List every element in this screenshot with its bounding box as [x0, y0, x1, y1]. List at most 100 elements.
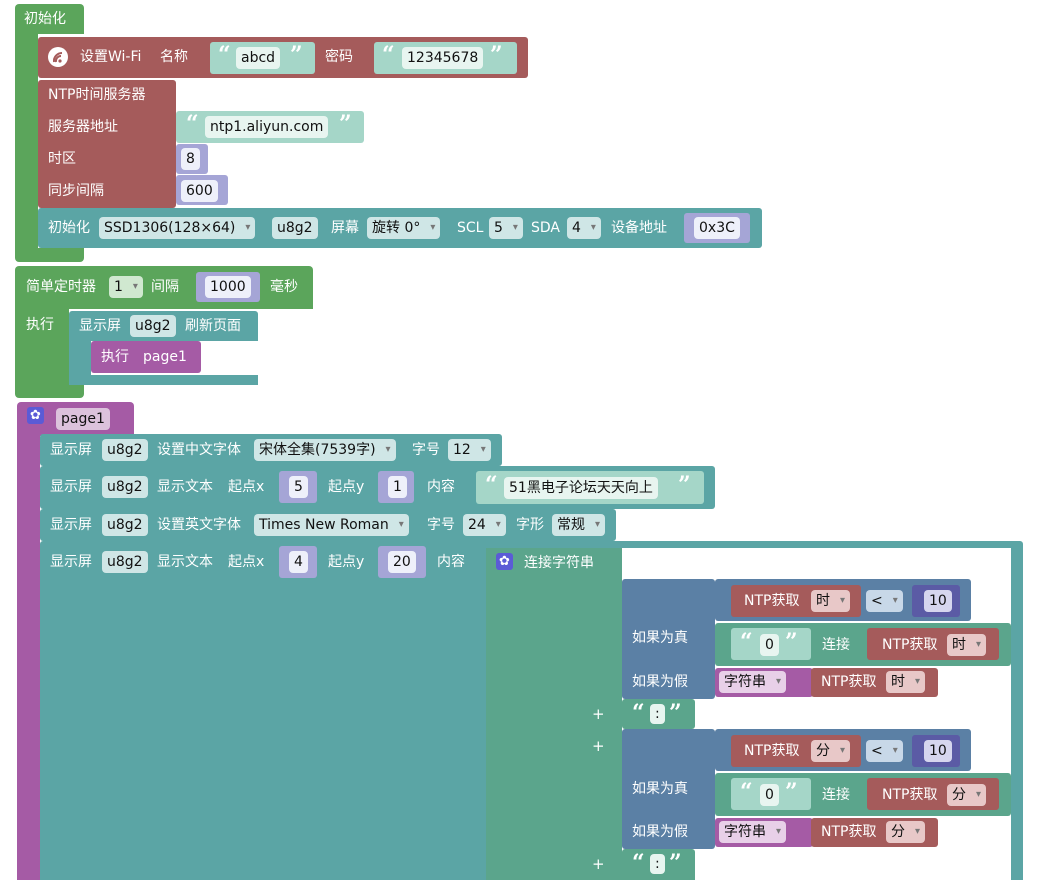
- ntp-unit-dropdown[interactable]: 时: [947, 634, 986, 656]
- s2-action-label: 显示文本: [157, 479, 213, 495]
- gear-icon[interactable]: ✿: [496, 553, 513, 570]
- join-label: 连接: [822, 637, 850, 653]
- if-true-label: 如果为真: [632, 781, 688, 797]
- quote-close: ”: [785, 779, 798, 805]
- quote-open: “: [186, 111, 199, 137]
- s1-name-field[interactable]: u8g2: [102, 439, 148, 461]
- timer-interval-field[interactable]: 1000: [205, 276, 251, 298]
- s3-name-field[interactable]: u8g2: [102, 514, 148, 536]
- refresh-name-field[interactable]: u8g2: [130, 315, 176, 337]
- page1-block-spine: [17, 434, 40, 880]
- en-font-dropdown[interactable]: Times New Roman: [254, 514, 409, 536]
- ntp-unit-dropdown[interactable]: 时: [811, 590, 850, 612]
- ntp-unit-dropdown[interactable]: 时: [886, 671, 925, 693]
- num-field[interactable]: 10: [924, 590, 952, 612]
- join-label: 连接: [822, 787, 850, 803]
- ssid-field[interactable]: abcd: [236, 47, 281, 69]
- if-false-label: 如果为假: [632, 824, 688, 840]
- s4-x-label: 起点x: [228, 554, 265, 570]
- s1-label: 显示屏: [50, 442, 92, 458]
- en-style-dropdown[interactable]: 常规: [552, 514, 605, 536]
- timer-id-dropdown[interactable]: 1: [109, 276, 143, 298]
- string-type-dropdown[interactable]: 字符串: [719, 671, 786, 693]
- cn-size-dropdown[interactable]: 12: [448, 439, 491, 461]
- s3-style-label: 字形: [516, 517, 544, 533]
- call-label: 执行: [101, 349, 129, 365]
- string-type-dropdown[interactable]: 字符串: [719, 821, 786, 843]
- num-field[interactable]: 10: [924, 740, 952, 762]
- ntp-get-label: NTP获取: [744, 743, 800, 759]
- ternary-block-2[interactable]: [622, 729, 715, 849]
- concat-block[interactable]: [486, 548, 622, 880]
- s3-action-label: 设置英文字体: [157, 517, 241, 533]
- quote-close: ”: [290, 42, 303, 68]
- s2-x-field[interactable]: 5: [289, 476, 308, 498]
- oled-model-dropdown[interactable]: SSD1306(128×64): [99, 217, 256, 239]
- concat-label: 连接字符串: [524, 555, 594, 571]
- s2-y-field[interactable]: 1: [388, 476, 407, 498]
- compare-op-dropdown[interactable]: <: [866, 740, 903, 762]
- if-true-label: 如果为真: [632, 630, 688, 646]
- s4-label: 显示屏: [50, 554, 92, 570]
- timer-block-footer: [15, 382, 84, 398]
- oled-name-field[interactable]: u8g2: [272, 217, 318, 239]
- sda-dropdown[interactable]: 4: [567, 217, 601, 239]
- ntp-get-label: NTP获取: [821, 824, 877, 840]
- concat-plus: +: [592, 737, 605, 755]
- s4-name-field[interactable]: u8g2: [102, 551, 148, 573]
- ntp-title: NTP时间服务器: [48, 87, 146, 103]
- ntp-block[interactable]: [38, 80, 176, 208]
- scl-dropdown[interactable]: 5: [489, 217, 523, 239]
- en-size-dropdown[interactable]: 24: [463, 514, 506, 536]
- if-false-label: 如果为假: [632, 674, 688, 690]
- timer-unit-label: 毫秒: [270, 279, 298, 295]
- ntp-get-label: NTP获取: [744, 593, 800, 609]
- addr-label: 设备地址: [611, 220, 667, 236]
- timer-block[interactable]: [15, 266, 313, 309]
- ntp-unit-dropdown[interactable]: 分: [811, 740, 850, 762]
- oled-init-label: 初始化: [48, 220, 90, 236]
- s4-y-field[interactable]: 20: [388, 551, 416, 573]
- gear-icon[interactable]: ✿: [27, 407, 44, 424]
- sda-label: SDA: [531, 220, 560, 236]
- s4-x-field[interactable]: 4: [289, 551, 308, 573]
- s2-y-label: 起点y: [328, 479, 365, 495]
- password-label: 密码: [325, 49, 353, 65]
- quote-open: “: [740, 779, 753, 805]
- timer-exec-label: 执行: [26, 317, 54, 333]
- zero-field[interactable]: 0: [760, 784, 779, 806]
- s2-x-label: 起点x: [228, 479, 265, 495]
- ternary-block-1[interactable]: [622, 579, 715, 699]
- quote-open: “: [218, 42, 231, 68]
- call-page-block[interactable]: [91, 341, 201, 373]
- s2-content-field[interactable]: 51黑电子论坛天天向上: [504, 477, 658, 499]
- zero-field[interactable]: 0: [760, 634, 779, 656]
- s4-y-label: 起点y: [328, 554, 365, 570]
- ntp-interval-field[interactable]: 600: [181, 180, 218, 202]
- s3-label: 显示屏: [50, 517, 92, 533]
- init-block-spine: [15, 30, 38, 255]
- ntp-get-label: NTP获取: [882, 637, 938, 653]
- ntp-server-label: 服务器地址: [48, 119, 118, 135]
- compare-op-dropdown[interactable]: <: [866, 590, 903, 612]
- oled-rotate-label: 屏幕: [331, 220, 359, 236]
- s4-content-label: 内容: [437, 554, 465, 570]
- colon-field[interactable]: :: [650, 704, 665, 724]
- ntp-unit-dropdown[interactable]: 分: [947, 784, 986, 806]
- quote-close: ”: [669, 850, 682, 876]
- s2-name-field[interactable]: u8g2: [102, 476, 148, 498]
- password-field[interactable]: 12345678: [402, 47, 484, 69]
- refresh-block-footer: [69, 375, 258, 385]
- refresh-block-spine: [69, 339, 91, 381]
- quote-open: “: [485, 472, 498, 498]
- cn-font-dropdown[interactable]: 宋体全集(7539字): [254, 439, 396, 461]
- s1-size-label: 字号: [412, 442, 440, 458]
- init-block[interactable]: [15, 4, 84, 34]
- page1-name-field[interactable]: page1: [56, 408, 110, 430]
- colon-field[interactable]: :: [650, 854, 665, 874]
- ntp-server-field[interactable]: ntp1.aliyun.com: [205, 116, 329, 138]
- ntp-tz-field[interactable]: 8: [181, 148, 200, 170]
- ntp-unit-dropdown[interactable]: 分: [886, 821, 925, 843]
- addr-field[interactable]: 0x3C: [694, 217, 740, 239]
- oled-rotate-dropdown[interactable]: 旋转 0°: [367, 217, 441, 239]
